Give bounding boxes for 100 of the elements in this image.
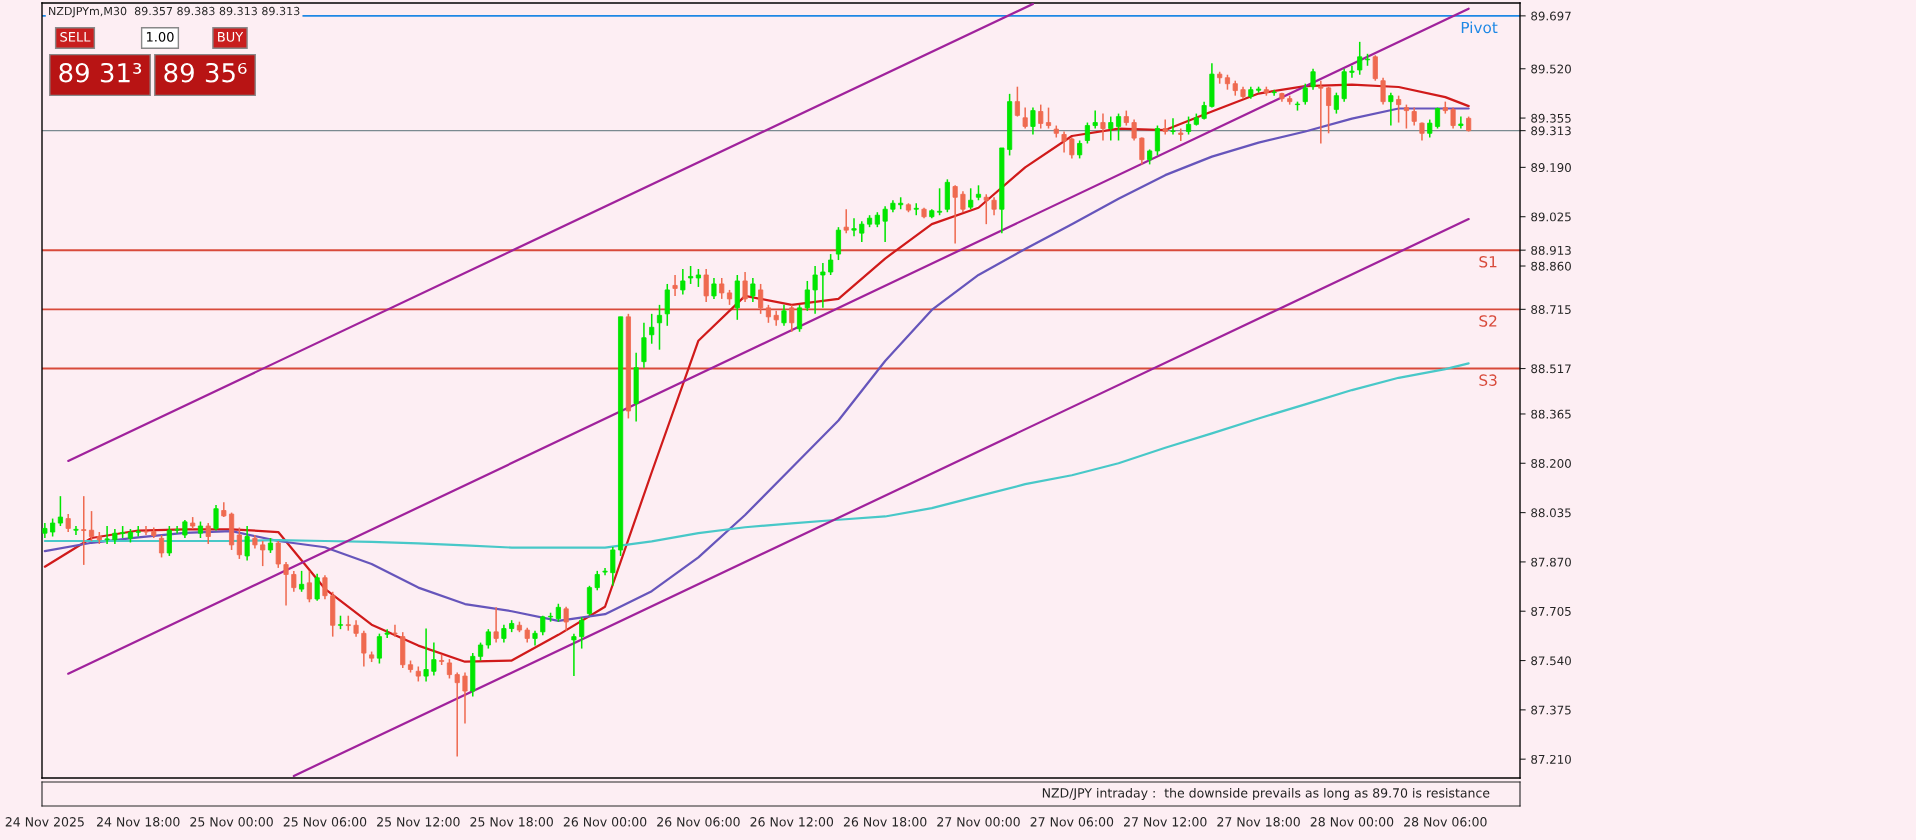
candlestick: [1084, 121, 1090, 145]
candlestick: [462, 671, 468, 725]
x-tick-label: 27 Nov 12:00: [1124, 817, 1207, 827]
candlestick: [1170, 117, 1176, 136]
y-tick-label: 87.375: [1531, 705, 1571, 715]
candlestick: [306, 570, 312, 604]
candlestick: [859, 220, 865, 243]
candlestick: [835, 226, 841, 261]
candlestick: [828, 253, 834, 276]
candlestick: [236, 526, 242, 560]
candlestick: [1139, 136, 1145, 166]
candlestick: [649, 313, 655, 345]
x-tick-label: 26 Nov 00:00: [563, 817, 647, 827]
candlestick: [88, 510, 95, 542]
y-tick-label: 88.715: [1531, 305, 1571, 315]
candlestick: [1108, 115, 1114, 142]
annotation: SELL: [60, 31, 91, 42]
candlestick: [166, 525, 172, 557]
x-tick-label: 28 Nov 06:00: [1404, 817, 1487, 827]
candlestick: [758, 283, 764, 315]
text: NZD/JPY intraday : the downside prevails as long as 89.70 is resistance: [1042, 787, 1490, 801]
candlestick: [1372, 54, 1378, 82]
candlestick: [913, 202, 919, 216]
candlestick: [1458, 115, 1464, 130]
candlestick: [571, 632, 577, 677]
candlestick: [1154, 124, 1160, 157]
candlestick: [314, 573, 320, 602]
x-tick-label: 26 Nov 12:00: [750, 817, 834, 827]
candlestick: [159, 534, 165, 559]
x-tick-label: 24 Nov 18:00: [97, 817, 180, 827]
candlestick: [703, 268, 709, 303]
ref-line-label: S3: [1479, 374, 1497, 386]
candlestick: [781, 304, 787, 327]
candlestick: [1349, 65, 1355, 79]
candlestick: [299, 570, 305, 593]
y-tick-label: 89.697: [1531, 11, 1571, 21]
y-tick-label: 87.705: [1531, 606, 1571, 616]
x-tick-label: 27 Nov 18:00: [1217, 817, 1300, 827]
candlestick: [843, 208, 849, 234]
candlestick: [851, 217, 857, 237]
y-tick-label: 87.870: [1531, 557, 1571, 567]
candlestick: [57, 495, 63, 527]
x-tick-label: 27 Nov 00:00: [937, 817, 1020, 827]
candlestick: [610, 546, 616, 587]
candlestick: [602, 567, 608, 577]
x-tick-label: 25 Nov 12:00: [377, 817, 460, 827]
x-tick-label: 27 Nov 06:00: [1030, 817, 1114, 827]
candlestick: [952, 184, 958, 245]
candlestick: [1045, 106, 1052, 130]
candlestick: [1014, 85, 1020, 118]
candlestick: [960, 190, 966, 213]
y-tick-label: 89.025: [1531, 212, 1571, 222]
candlestick: [1162, 118, 1168, 136]
annotation: 89 35⁶: [164, 62, 247, 83]
candlestick: [711, 277, 717, 300]
candlestick: [174, 525, 180, 535]
candlestick: [672, 274, 678, 297]
y-tick-label: 87.210: [1531, 754, 1571, 764]
candlestick: [983, 193, 989, 225]
y-tick-label: 88.913: [1531, 245, 1571, 255]
candlestick: [796, 304, 803, 333]
candlestick: [563, 605, 569, 632]
candlestick: [1388, 91, 1394, 127]
candlestick: [361, 629, 367, 668]
candlestick: [81, 495, 87, 566]
candlestick: [213, 504, 219, 532]
candlestick: [423, 627, 429, 683]
annotation: BUY: [218, 32, 244, 42]
y-tick-label: 88.365: [1531, 409, 1571, 419]
y-tick-label: 88.860: [1531, 261, 1571, 271]
candlestick: [205, 522, 211, 545]
candlestick: [937, 187, 943, 216]
candlestick: [1333, 91, 1339, 115]
x-tick-label: 24 Nov 2025: [5, 817, 84, 827]
candlestick: [804, 280, 810, 312]
candlestick: [244, 525, 250, 562]
candlestick: [454, 671, 460, 758]
candlestick: [1326, 85, 1332, 135]
y-tick-label: 88.517: [1531, 364, 1571, 374]
candlestick: [431, 641, 437, 677]
annotation: 1.00: [146, 31, 174, 42]
candlestick: [656, 304, 663, 351]
y-tick-label: 88.035: [1531, 508, 1571, 518]
annotation: 89 31³: [59, 62, 142, 83]
candlestick: [104, 525, 110, 545]
candlestick: [493, 606, 499, 644]
y-tick-label: 89.520: [1531, 64, 1571, 74]
x-tick-label: 26 Nov 06:00: [657, 817, 740, 827]
candlestick: [1310, 67, 1316, 91]
candlestick: [1450, 106, 1456, 130]
candlestick: [135, 525, 141, 538]
x-tick-label: 25 Nov 18:00: [470, 817, 553, 827]
candlestick: [882, 205, 888, 243]
x-tick-label: 25 Nov 06:00: [283, 817, 367, 827]
candlestick: [1061, 130, 1067, 154]
candlestick: [446, 658, 452, 680]
ref-line-label: S1: [1479, 256, 1497, 268]
candlestick: [594, 570, 600, 592]
candlestick: [680, 268, 686, 296]
candlestick: [1115, 112, 1122, 142]
